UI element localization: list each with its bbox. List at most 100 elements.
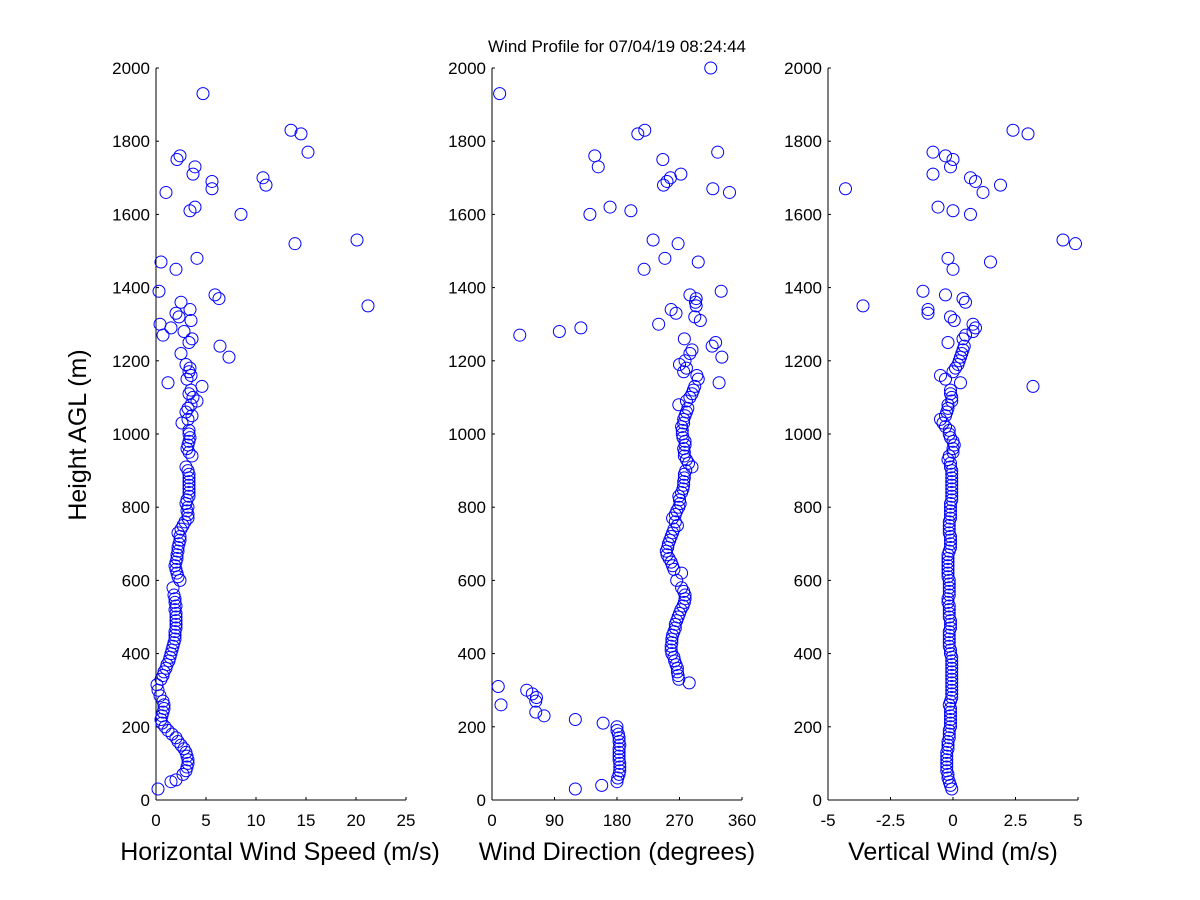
data-point-horizontal-wind-speed [294, 127, 308, 141]
data-point-horizontal-wind-speed [181, 464, 195, 478]
data-point-vertical-wind [959, 295, 972, 309]
data-point-horizontal-wind-speed [195, 379, 209, 393]
y-tick-label-vertical-wind: 1600 [784, 205, 822, 224]
x-tick-label-horizontal-wind-speed: 0 [151, 811, 160, 830]
data-point-wind-direction [714, 284, 728, 298]
y-tick-label-wind-direction: 1800 [448, 132, 486, 151]
data-point-horizontal-wind-speed [182, 478, 196, 492]
data-point-vertical-wind [931, 200, 945, 214]
data-point-wind-direction [677, 332, 691, 346]
data-point-wind-direction [610, 723, 624, 737]
data-point-vertical-wind [1069, 237, 1082, 251]
data-point-wind-direction [657, 178, 671, 192]
data-point-vertical-wind [941, 771, 955, 785]
y-tick-label-vertical-wind: 1200 [784, 352, 822, 371]
data-point-vertical-wind [916, 284, 930, 298]
data-point-vertical-wind [939, 149, 952, 163]
data-point-horizontal-wind-speed [157, 702, 171, 715]
data-point-vertical-wind [945, 658, 959, 672]
x-tick-label-wind-direction: 0 [487, 811, 496, 830]
figure-title: Wind Profile for 07/04/19 08:24:44 [488, 37, 746, 56]
data-point-wind-direction [677, 449, 691, 463]
y-tick-label-wind-direction: 1600 [448, 205, 486, 224]
x-tick-label-horizontal-wind-speed: 25 [397, 811, 416, 830]
data-point-wind-direction [690, 368, 704, 382]
data-point-wind-direction [656, 153, 670, 166]
data-point-wind-direction [638, 123, 652, 137]
data-point-vertical-wind [945, 669, 959, 683]
data-point-wind-direction [669, 306, 683, 320]
data-point-wind-direction [664, 303, 678, 317]
data-point-vertical-wind [1006, 123, 1020, 137]
data-point-wind-direction [688, 379, 702, 393]
data-point-vertical-wind [945, 687, 959, 701]
y-tick-label-horizontal-wind-speed: 1400 [112, 279, 150, 298]
data-point-vertical-wind [942, 628, 956, 642]
data-point-vertical-wind [941, 738, 955, 752]
data-point-vertical-wind [944, 712, 957, 726]
y-tick-label-wind-direction: 200 [458, 718, 486, 737]
data-point-vertical-wind [941, 742, 955, 756]
data-point-vertical-wind [944, 720, 957, 734]
x-tick-label-horizontal-wind-speed: 5 [201, 811, 210, 830]
data-point-horizontal-wind-speed [179, 405, 193, 419]
data-point-wind-direction [677, 478, 691, 492]
data-point-wind-direction [711, 145, 725, 159]
data-point-vertical-wind [984, 255, 997, 269]
data-point-horizontal-wind-speed [181, 500, 195, 514]
data-point-vertical-wind [942, 519, 956, 532]
data-point-vertical-wind [944, 533, 957, 547]
data-point-horizontal-wind-speed [185, 332, 199, 346]
data-point-wind-direction [672, 398, 686, 412]
data-point-horizontal-wind-speed [169, 621, 183, 635]
data-point-vertical-wind [1026, 379, 1040, 393]
data-point-vertical-wind [944, 621, 957, 635]
data-point-wind-direction [685, 343, 699, 357]
data-point-horizontal-wind-speed [196, 87, 210, 101]
data-point-vertical-wind [976, 185, 990, 199]
data-point-vertical-wind [940, 749, 954, 763]
data-point-horizontal-wind-speed [301, 145, 315, 159]
data-point-horizontal-wind-speed [184, 314, 198, 328]
data-point-wind-direction [706, 182, 720, 196]
x-tick-label-vertical-wind: 0 [948, 811, 957, 830]
data-point-horizontal-wind-speed [186, 167, 200, 181]
data-point-horizontal-wind-speed [222, 350, 236, 364]
data-point-vertical-wind [942, 610, 956, 624]
x-tick-label-wind-direction: 90 [545, 811, 564, 830]
data-point-horizontal-wind-speed [182, 336, 196, 349]
data-point-vertical-wind [940, 764, 954, 778]
data-point-vertical-wind [942, 522, 956, 536]
data-point-vertical-wind [941, 251, 955, 265]
data-point-horizontal-wind-speed [182, 482, 196, 496]
data-point-wind-direction [691, 255, 705, 269]
data-point-wind-direction [681, 401, 695, 415]
data-point-wind-direction [664, 555, 678, 569]
data-point-horizontal-wind-speed [169, 731, 183, 745]
data-point-wind-direction [677, 365, 691, 379]
data-point-horizontal-wind-speed [182, 423, 196, 437]
data-point-horizontal-wind-speed [168, 628, 182, 642]
y-tick-label-vertical-wind: 400 [794, 645, 822, 664]
data-point-vertical-wind [945, 661, 959, 675]
data-point-horizontal-wind-speed [170, 153, 184, 166]
data-point-vertical-wind [944, 504, 957, 518]
data-point-vertical-wind [944, 500, 957, 514]
data-point-wind-direction [674, 167, 688, 181]
data-point-horizontal-wind-speed [184, 368, 198, 382]
y-tick-label-wind-direction: 600 [458, 571, 486, 590]
data-point-vertical-wind [942, 727, 956, 741]
x-tick-label-wind-direction: 270 [665, 811, 693, 830]
data-point-vertical-wind [942, 603, 956, 617]
data-point-vertical-wind [941, 559, 955, 573]
data-point-horizontal-wind-speed [167, 588, 181, 602]
data-point-vertical-wind [942, 427, 956, 441]
data-point-vertical-wind [945, 467, 959, 481]
data-point-wind-direction [667, 522, 681, 536]
x-tick-label-vertical-wind: 5 [1073, 811, 1082, 830]
data-point-wind-direction [679, 464, 693, 478]
data-point-vertical-wind [944, 160, 957, 174]
data-point-horizontal-wind-speed [166, 581, 180, 595]
data-point-horizontal-wind-speed [181, 756, 195, 770]
